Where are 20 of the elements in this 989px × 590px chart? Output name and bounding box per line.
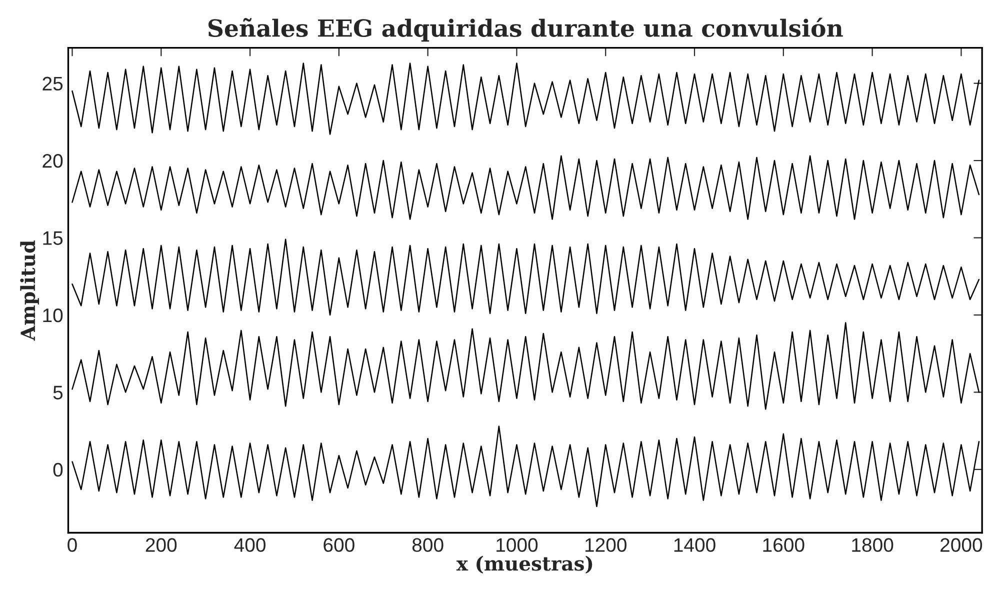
x-tick-label: 1800 bbox=[852, 538, 894, 552]
x-tick-label: 200 bbox=[146, 538, 177, 552]
y-tick-label: 20 bbox=[42, 154, 63, 168]
x-tick-label: 2000 bbox=[940, 538, 982, 552]
x-tick-label: 0 bbox=[68, 538, 77, 552]
y-tick-label: 0 bbox=[53, 462, 63, 477]
x-tick-label: 1400 bbox=[674, 538, 716, 552]
y-axis-title: Amplitud bbox=[20, 240, 39, 341]
chart-title: Señales EEG adquiridas durante una convulsión bbox=[208, 18, 843, 42]
x-tick-label: 1600 bbox=[763, 538, 804, 552]
y-tick-label: 15 bbox=[43, 231, 63, 246]
y-tick-label: 5 bbox=[53, 386, 63, 400]
x-tick-label: 600 bbox=[324, 538, 354, 552]
x-tick-label: 1200 bbox=[585, 538, 626, 552]
x-tick-label: 400 bbox=[234, 538, 266, 552]
y-tick-label: 10 bbox=[43, 308, 63, 322]
y-tick-label: 25 bbox=[42, 76, 63, 91]
x-tick-label: 1000 bbox=[496, 538, 538, 552]
x-axis-title: x (muestras) bbox=[456, 556, 592, 574]
x-tick-label: 800 bbox=[412, 538, 444, 552]
